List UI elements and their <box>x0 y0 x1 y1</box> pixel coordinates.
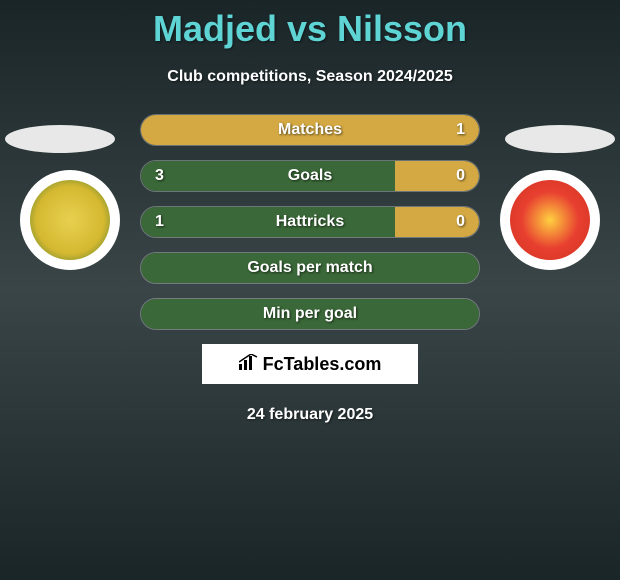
chart-icon <box>239 354 259 375</box>
club-badge-right <box>500 170 600 270</box>
fctables-logo: FcTables.com <box>202 344 418 384</box>
stat-value-left: 1 <box>155 213 164 231</box>
logo-text: FcTables.com <box>263 354 382 375</box>
player-silhouette-right <box>505 125 615 153</box>
page-title: Madjed vs Nilsson <box>0 0 620 50</box>
stat-fill-right <box>395 207 480 237</box>
stat-value-right: 0 <box>456 213 465 231</box>
stat-fill-left <box>141 161 395 191</box>
club-badge-left <box>20 170 120 270</box>
stat-value-right: 1 <box>456 121 465 139</box>
stat-label: Goals <box>288 167 332 185</box>
player-silhouette-left <box>5 125 115 153</box>
stat-row-min-per-goal: Min per goal <box>140 298 480 330</box>
stat-row-goals: 3 Goals 0 <box>140 160 480 192</box>
stat-label: Min per goal <box>263 305 357 323</box>
stat-value-right: 0 <box>456 167 465 185</box>
subtitle: Club competitions, Season 2024/2025 <box>0 68 620 86</box>
date-text: 24 february 2025 <box>0 406 620 424</box>
stat-row-matches: Matches 1 <box>140 114 480 146</box>
stat-fill-left <box>141 207 395 237</box>
stat-row-hattricks: 1 Hattricks 0 <box>140 206 480 238</box>
stat-fill-right <box>395 161 480 191</box>
kalmar-logo-icon <box>510 180 590 260</box>
stat-value-left: 3 <box>155 167 164 185</box>
stat-label: Goals per match <box>247 259 372 277</box>
stat-row-goals-per-match: Goals per match <box>140 252 480 284</box>
stat-label: Matches <box>278 121 342 139</box>
stat-label: Hattricks <box>276 213 344 231</box>
hammarby-logo-icon <box>30 180 110 260</box>
